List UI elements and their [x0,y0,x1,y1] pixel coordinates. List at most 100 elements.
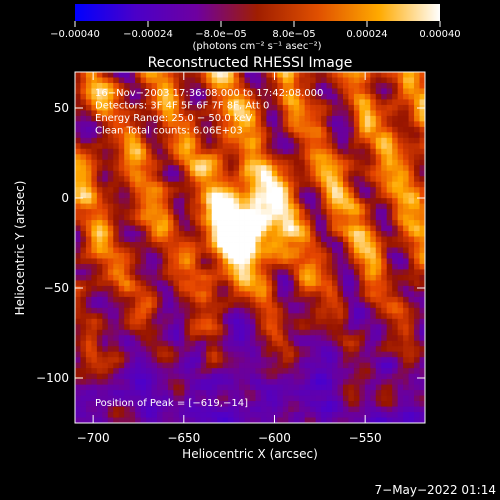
heatmap-cell [167,231,174,237]
heatmap-cell [353,346,360,353]
heatmap-cell [326,93,333,100]
heatmap-cell [310,170,317,177]
heatmap-cell [85,285,92,292]
heatmap-cell [75,203,81,210]
heatmap-cell [233,181,240,188]
heatmap-cell [228,307,234,314]
heatmap-cell [266,258,273,265]
heatmap-cell [239,384,245,391]
heatmap-cell [315,209,322,215]
heatmap-cell [200,395,207,402]
heatmap-cell [288,379,295,386]
heatmap-cell [135,104,142,111]
heatmap-cell [102,72,109,78]
heatmap-cell [85,357,92,364]
heatmap-cell [189,252,196,259]
heatmap-cell [342,99,349,106]
heatmap-cell [140,379,147,386]
heatmap-cell [260,351,267,358]
heatmap-cell [140,340,147,347]
heatmap-cell [250,137,256,144]
heatmap-cell [195,280,202,287]
heatmap-cell [178,302,185,309]
heatmap-cell [167,220,174,226]
heatmap-cell [173,368,180,375]
heatmap-cell [364,302,371,309]
heatmap-cell [228,296,234,303]
heatmap-cell [271,231,278,237]
heatmap-cell [244,214,251,221]
heatmap-cell [277,258,284,265]
heatmap-cell [129,263,136,270]
heatmap-cell [359,285,366,292]
heatmap-cell [315,231,322,237]
heatmap-cell [102,176,109,183]
heatmap-cell [85,132,92,139]
heatmap-cell [217,121,224,128]
heatmap-cell [189,291,196,298]
heatmap-cell [419,236,425,243]
heatmap-cell [151,137,158,144]
heatmap-cell [332,110,338,117]
heatmap-cell [102,285,109,292]
heatmap-cell [195,324,202,331]
heatmap-cell [222,269,229,276]
heatmap-cell [140,154,147,161]
heatmap-cell [91,242,98,248]
heatmap-cell [189,220,196,226]
heatmap-cell [370,324,377,331]
heatmap-cell [107,77,114,84]
heatmap-cell [332,390,338,396]
heatmap-cell [91,82,98,89]
heatmap-cell [288,417,295,423]
heatmap-cell [102,214,109,221]
heatmap-cell [173,307,180,314]
heatmap-cell [255,187,262,194]
heatmap-cell [348,351,355,358]
heatmap-cell [211,351,218,358]
heatmap-cell [113,291,120,298]
heatmap-cell [222,170,229,177]
heatmap-cell [370,318,377,325]
heatmap-cell [129,132,136,139]
heatmap-cell [386,258,393,265]
heatmap-cell [157,209,163,215]
heatmap-cell [102,181,109,188]
heatmap-cell [135,280,142,287]
heatmap-cell [75,225,81,232]
heatmap-cell [140,143,147,150]
heatmap-cell [195,104,202,111]
heatmap-cell [151,401,158,407]
heatmap-cell [260,192,267,199]
heatmap-cell [178,384,185,391]
heatmap-cell [282,335,289,342]
heatmap-cell [364,104,371,111]
heatmap-cell [419,247,425,254]
heatmap-cell [173,231,180,237]
heatmap-cell [107,143,114,150]
heatmap-cell [167,258,174,265]
heatmap-cell [129,121,136,128]
heatmap-cell [364,351,371,358]
heatmap-cell [167,170,174,177]
heatmap-cell [403,88,409,95]
heatmap-cell [75,192,81,199]
heatmap-cell [151,77,158,84]
heatmap-cell [206,187,213,194]
heatmap-cell [151,187,158,194]
heatmap-cell [260,159,267,166]
heatmap-cell [107,373,114,380]
heatmap-cell [293,335,300,342]
heatmap-cell [85,154,92,161]
heatmap-cell [364,203,371,210]
heatmap-cell [359,132,366,139]
heatmap-cell [244,280,251,287]
heatmap-cell [124,192,131,199]
heatmap-cell [381,242,388,248]
heatmap-cell [260,379,267,386]
heatmap-cell [217,176,224,183]
heatmap-cell [206,417,213,423]
heatmap-cell [381,406,388,413]
heatmap-cell [206,390,213,396]
heatmap-cell [293,225,300,232]
